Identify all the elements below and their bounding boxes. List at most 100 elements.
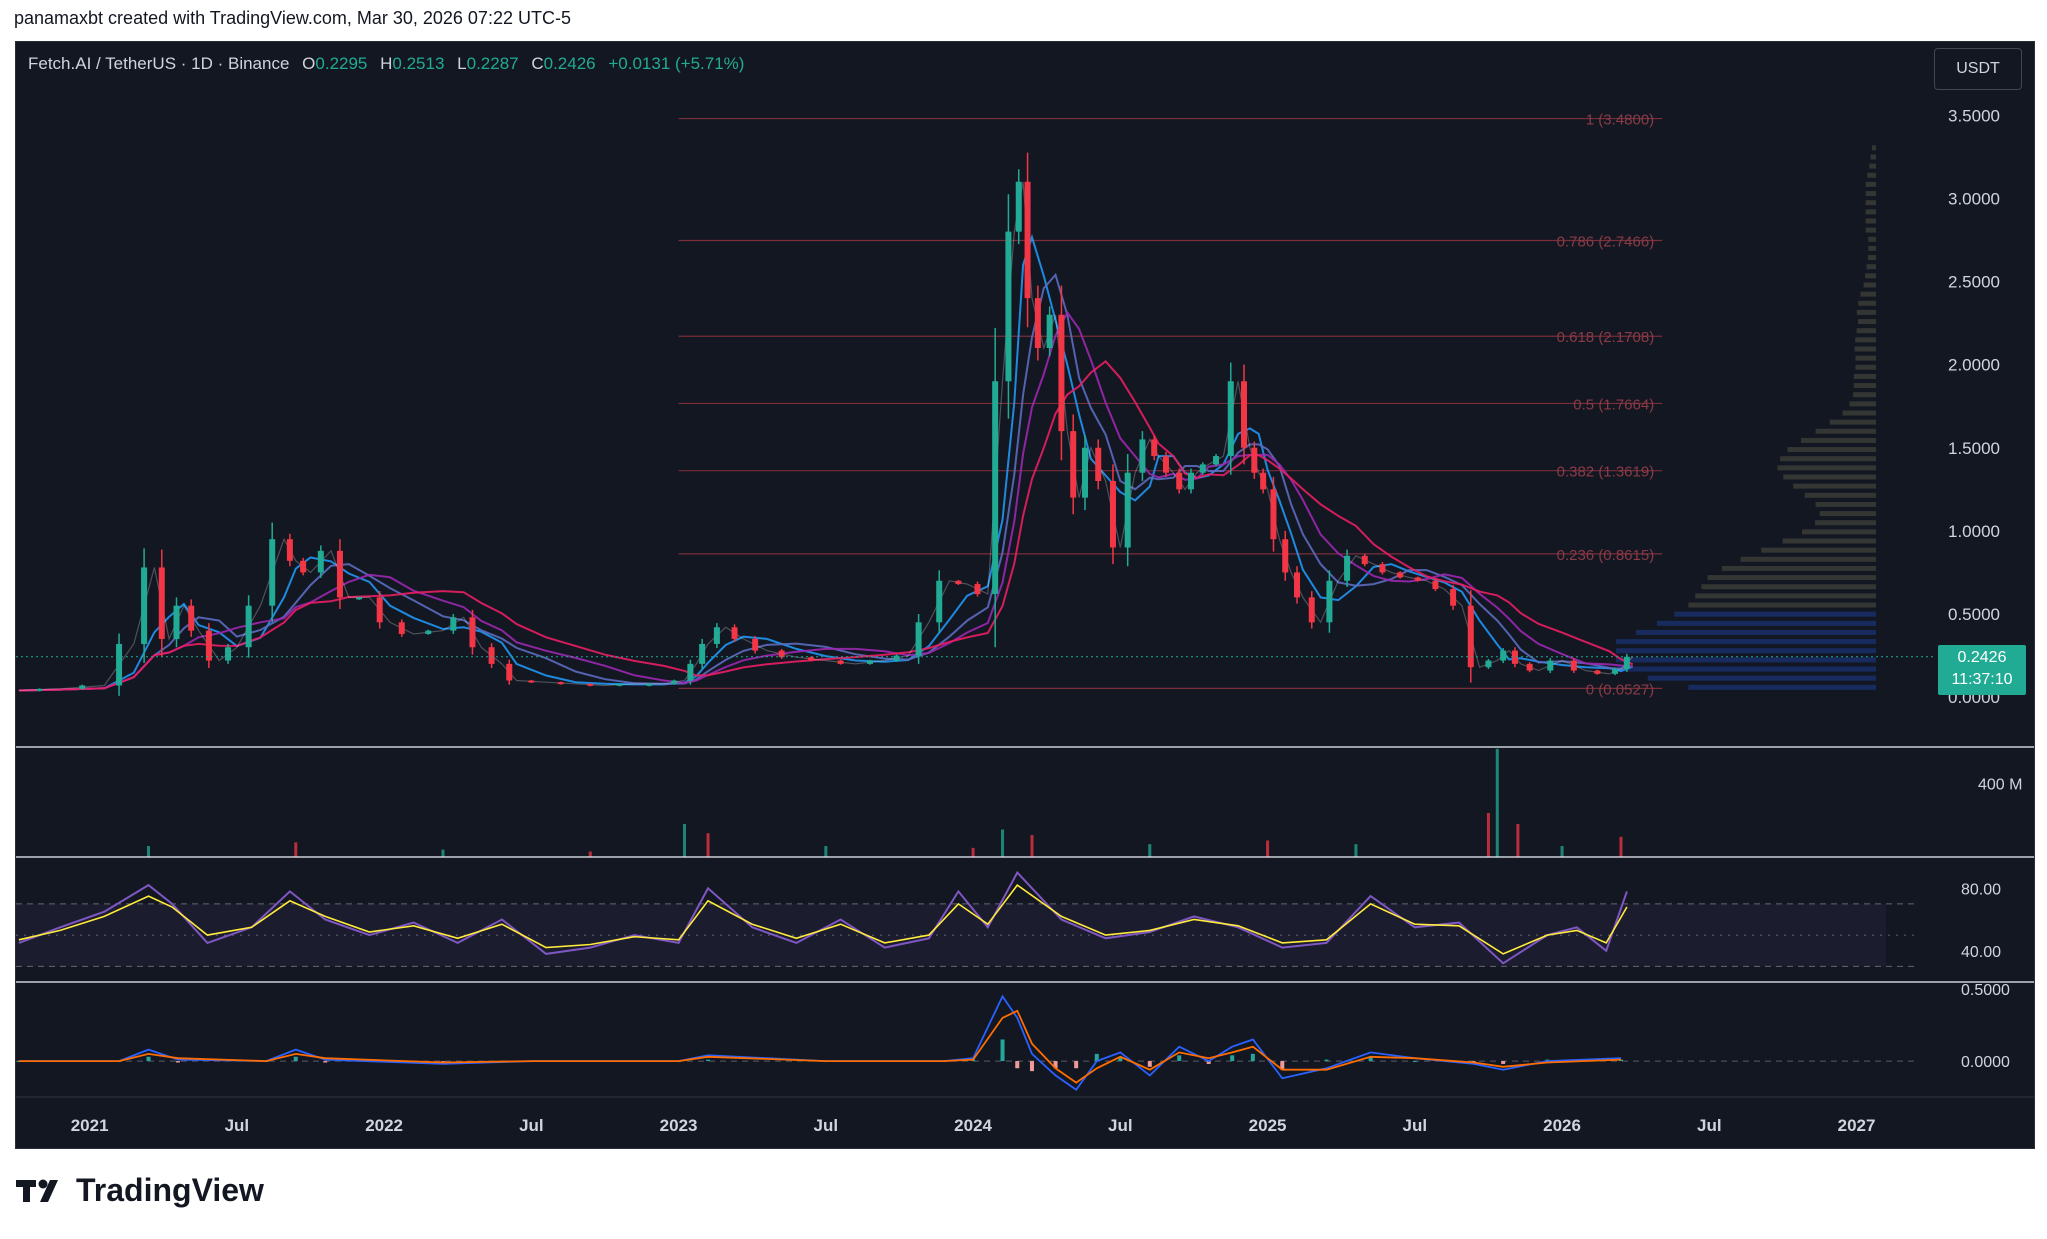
time-axis-tick: Jul [1403,1116,1428,1135]
volume-profile-bar [1688,602,1876,608]
change-value: +0.0131 (+5.71%) [608,54,745,73]
bar-countdown: 11:37:10 [1951,670,2013,688]
candle [1109,481,1116,548]
volume-profile-bar [1842,410,1876,416]
fib-level-label: 0 (0.0527) [1586,681,1654,698]
price-axis-tick: 0.5000 [1948,605,2000,624]
volume-profile-bar [1856,328,1876,334]
price-axis-tick: 3.5000 [1948,106,2000,125]
macd-histogram-bar [1206,1061,1211,1064]
macd-histogram-bar [1250,1053,1255,1062]
candle [1227,381,1234,457]
rsi-ma-line [18,883,1628,955]
time-axis-tick: 2023 [660,1116,698,1135]
high-label: H [380,54,393,73]
macd-histogram-bar [1501,1061,1506,1064]
candle [699,643,706,664]
volume-profile-bar [1869,163,1876,169]
candle [141,567,148,644]
candle [557,682,564,685]
tradingview-logo[interactable]: TradingView [16,1172,264,1209]
macd-line [18,994,1622,1092]
candle [752,638,759,651]
volume-profile-bar [1804,492,1876,498]
candle [1081,447,1088,498]
candle [1046,314,1053,348]
volume-profile-bar [1872,145,1876,151]
volume-bar [1619,836,1623,857]
volume-pane: 400 M [147,748,2022,857]
macd-histogram-bar [1029,1061,1034,1072]
candle [1188,472,1195,490]
candle [1199,464,1206,473]
macd-pane: 0.5000 0.0000 [16,982,2010,1092]
rsi-axis-tick: 80.00 [1961,881,2001,898]
candle [173,605,180,639]
volume-profile-bar [1780,456,1876,462]
candle [1024,181,1031,299]
volume-profile-bar [1858,300,1876,306]
volume-bar [824,846,828,857]
candle [188,605,195,631]
candle [286,539,293,561]
volume-bar [1516,824,1520,857]
macd-histogram-bar [146,1056,151,1062]
time-axis-tick: 2022 [365,1116,403,1135]
ohlc-legend: Fetch.AI / TetherUS · 1D · Binance O0.22… [28,54,744,74]
volume-profile-bar [1854,346,1876,352]
candle [1282,539,1289,573]
candle [245,605,252,648]
candle [587,683,594,686]
price-axis-tick: 2.5000 [1948,273,2000,292]
candle [616,683,623,686]
volume-profile-bar [1867,255,1876,261]
volume-bar [706,833,710,857]
candle [687,663,694,681]
volume-profile-bar [1695,593,1876,599]
macd-histogram-bar [1412,1061,1417,1063]
macd-histogram-bar [293,1056,298,1062]
candle [79,685,86,689]
volume-profile-bar [1707,575,1876,581]
candle [1213,456,1220,465]
price-trace [18,181,1634,692]
candle [1308,597,1315,623]
currency-button[interactable]: USDT [1934,48,2022,90]
volume-profile-bar [1793,483,1876,489]
chart-canvas[interactable]: 3.5000 3.0000 2.5000 2.0000 1.5000 1.0000 0.50… [16,42,2034,1148]
volume-bar [1495,748,1499,857]
candle [1414,577,1421,581]
candle [1034,298,1041,348]
volume-profile-bar [1701,584,1876,590]
candle [1623,656,1630,669]
volume-profile-bar [1674,611,1876,617]
symbol-title[interactable]: Fetch.AI / TetherUS · 1D · Binance [28,54,290,73]
macd-histogram-bar [1147,1061,1152,1067]
chart-frame[interactable]: 3.5000 3.0000 2.5000 2.0000 1.5000 1.0000 0.50… [15,41,2035,1149]
volume-profile-bar [1865,218,1876,224]
volume-profile-bar [1860,291,1876,297]
volume-profile-bar [1782,538,1876,544]
macd-histogram-bar [1118,1056,1123,1062]
volume-profile-bar [1858,319,1876,325]
candle [646,683,653,686]
candle [1124,472,1131,548]
candle [116,643,123,686]
chart-credit: panamaxbt created with TradingView.com, … [14,8,571,28]
candle [1176,472,1183,490]
candle [1432,580,1439,590]
candle [356,597,363,600]
candle [1005,231,1012,382]
candle [488,647,495,664]
candle [269,539,276,606]
volume-profile-bar [1815,501,1876,507]
volume-profile-bar [1853,383,1876,389]
candle [837,660,844,664]
volume-bar [1354,844,1358,857]
time-axis-tick: Jul [814,1116,839,1135]
volume-profile-bar [1801,437,1876,443]
macd-histogram-bar [1094,1053,1099,1062]
volume-profile-bar [1636,629,1876,635]
volume-bar [588,851,592,857]
volume-profile-bar [1865,209,1876,215]
